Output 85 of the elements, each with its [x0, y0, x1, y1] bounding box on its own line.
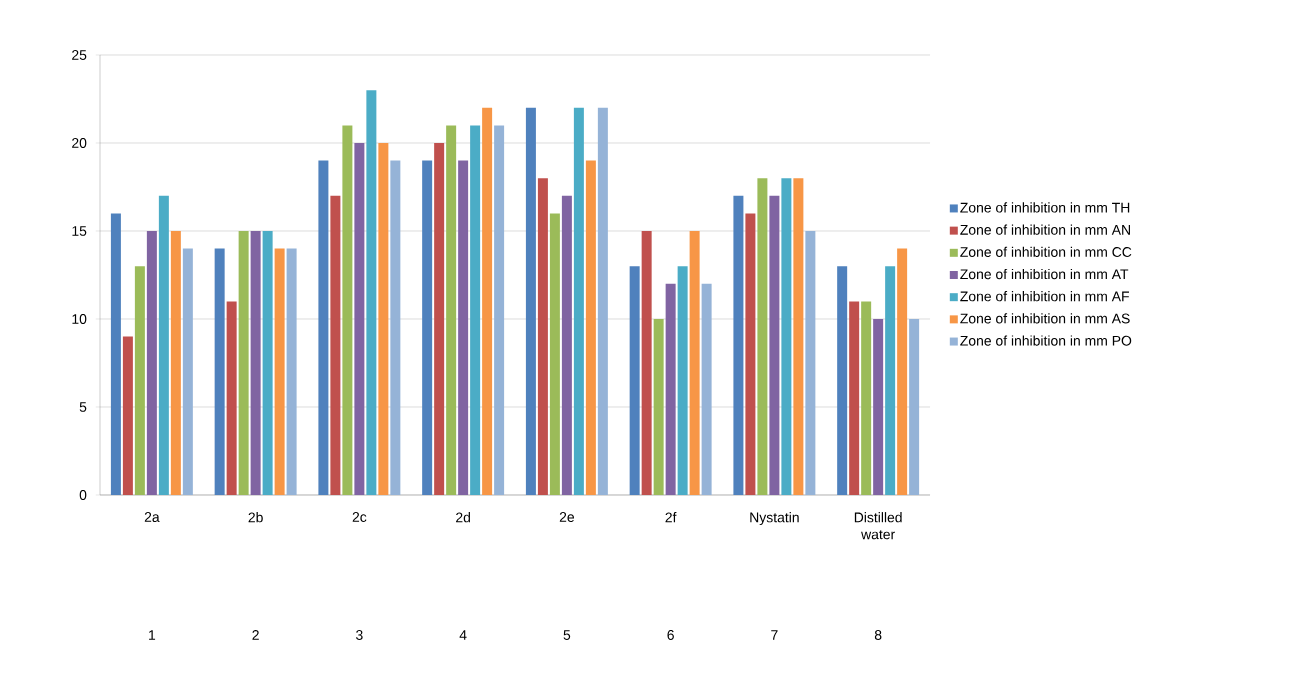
bar [629, 266, 640, 495]
bar [494, 125, 505, 495]
bar [561, 195, 572, 495]
x-tick-label: 2a [144, 512, 160, 522]
bar [482, 107, 493, 495]
text: 4 [459, 630, 467, 640]
bar [897, 248, 908, 495]
bar [733, 195, 744, 495]
x-tick-label: 2b [248, 512, 263, 523]
bar [677, 266, 688, 495]
bar [793, 178, 804, 495]
bar [366, 90, 377, 495]
bar [250, 231, 261, 495]
bar [873, 319, 884, 495]
bar [342, 125, 353, 495]
x-tick-label: 2c [352, 512, 367, 522]
bar [110, 213, 121, 495]
bar [330, 195, 341, 495]
bar [122, 336, 133, 495]
text: 5 [563, 630, 571, 640]
bar [146, 231, 157, 495]
text: 8 [874, 630, 882, 640]
bar [689, 231, 700, 495]
legend-label: Zone of inhibition in mm AN [960, 224, 1130, 235]
legend-label: Zone of inhibition in mm AT [960, 268, 1129, 280]
bar [757, 178, 768, 495]
bar [226, 301, 237, 495]
y-tick-label: 20 [72, 138, 87, 148]
bar [470, 125, 481, 495]
bar [182, 248, 193, 495]
x-tick-label: 2e [559, 512, 575, 522]
bar [158, 195, 169, 495]
bar [585, 160, 596, 495]
bar [549, 213, 560, 495]
text: 1 [149, 630, 156, 640]
bar [422, 160, 433, 495]
x-tick-label: Nystatin [750, 512, 799, 526]
y-tick-label: 25 [72, 50, 87, 60]
bar [653, 319, 664, 495]
bar [537, 178, 548, 495]
bar [446, 125, 457, 495]
bar [238, 231, 249, 495]
bar [274, 248, 285, 495]
y-tick-label: 5 [79, 402, 87, 412]
y-tick-label: 10 [72, 314, 87, 324]
x-tick-label: 2f [665, 512, 677, 523]
bar [665, 283, 676, 495]
bar [262, 231, 273, 495]
x-tick-label: 2d [456, 512, 470, 523]
bar [805, 231, 816, 495]
text: 2 [252, 630, 259, 640]
bar [354, 142, 365, 495]
bar [885, 266, 896, 495]
bar [214, 248, 225, 495]
bar [573, 107, 584, 495]
legend-label: Zone of inhibition in mm AS [960, 313, 1130, 324]
legend-label: Zone of inhibition in mm PO [960, 335, 1132, 346]
text: 6 [667, 630, 674, 640]
bar [769, 195, 780, 495]
legend-label: Zone of inhibition in mm AF [960, 291, 1129, 302]
text: 7 [771, 630, 778, 640]
bar [525, 107, 536, 495]
bar [458, 160, 469, 495]
bar [781, 178, 792, 495]
bar [390, 160, 401, 495]
bar [434, 142, 445, 495]
bar [909, 319, 920, 495]
bar [861, 301, 872, 495]
x-tick-label: Distilled water [854, 512, 902, 540]
bar [170, 231, 181, 495]
y-tick-label: 0 [79, 490, 87, 500]
bar [641, 231, 652, 495]
text: 3 [356, 630, 363, 640]
legend-label: Zone of inhibition in mm TH [960, 202, 1130, 213]
bar [318, 160, 329, 495]
legend-label: Zone of inhibition in mm CC [960, 246, 1132, 257]
y-tick-label: 15 [72, 226, 87, 236]
bar [134, 266, 145, 495]
bar [597, 107, 608, 495]
bar [378, 142, 389, 495]
bar [745, 213, 756, 495]
bar [701, 283, 712, 495]
bar [286, 248, 297, 495]
bar [849, 301, 860, 495]
bar [837, 266, 848, 495]
